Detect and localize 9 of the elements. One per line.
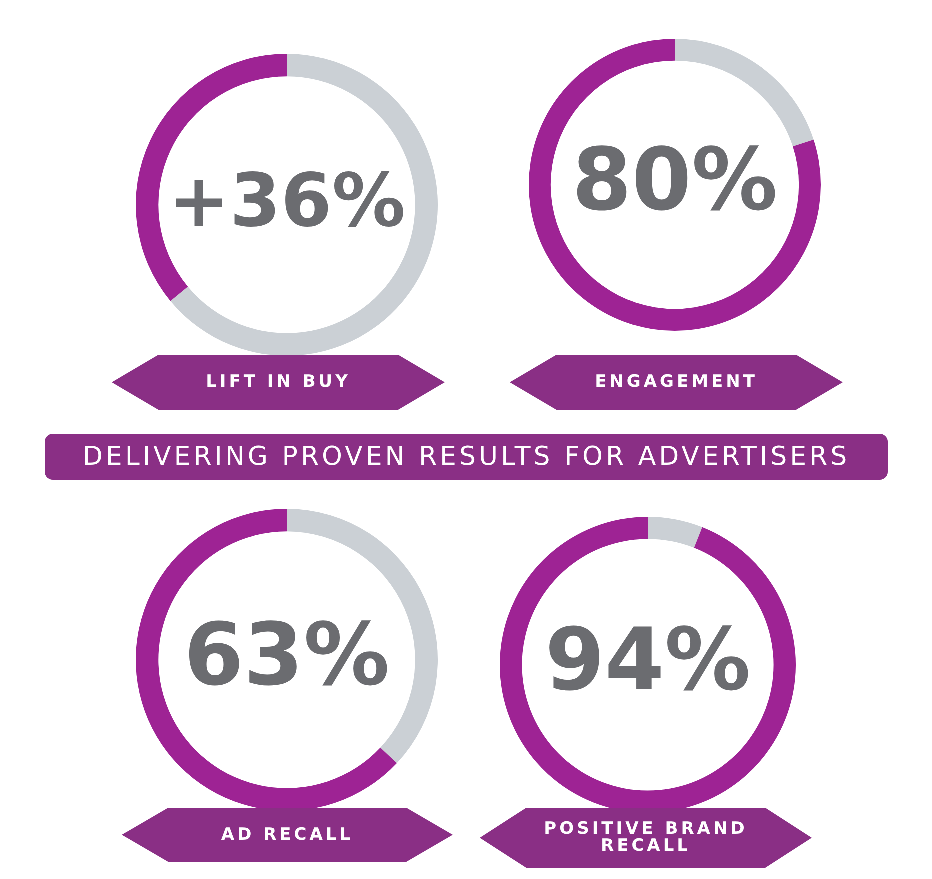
text: DELIVERING PROVEN RESULTS FOR ADVERTISERS (45, 434, 888, 480)
data-label: 80% (572, 130, 778, 230)
data-label: +36% (168, 159, 406, 244)
text: AD RECALL (221, 824, 354, 844)
data-label: 94% (545, 610, 751, 710)
text: POSITIVE BRAND RECALL (543, 819, 749, 856)
data-label: 63% (184, 605, 390, 706)
text: ENGAGEMENT (595, 372, 758, 392)
text: LIFT IN BUY (206, 372, 351, 392)
